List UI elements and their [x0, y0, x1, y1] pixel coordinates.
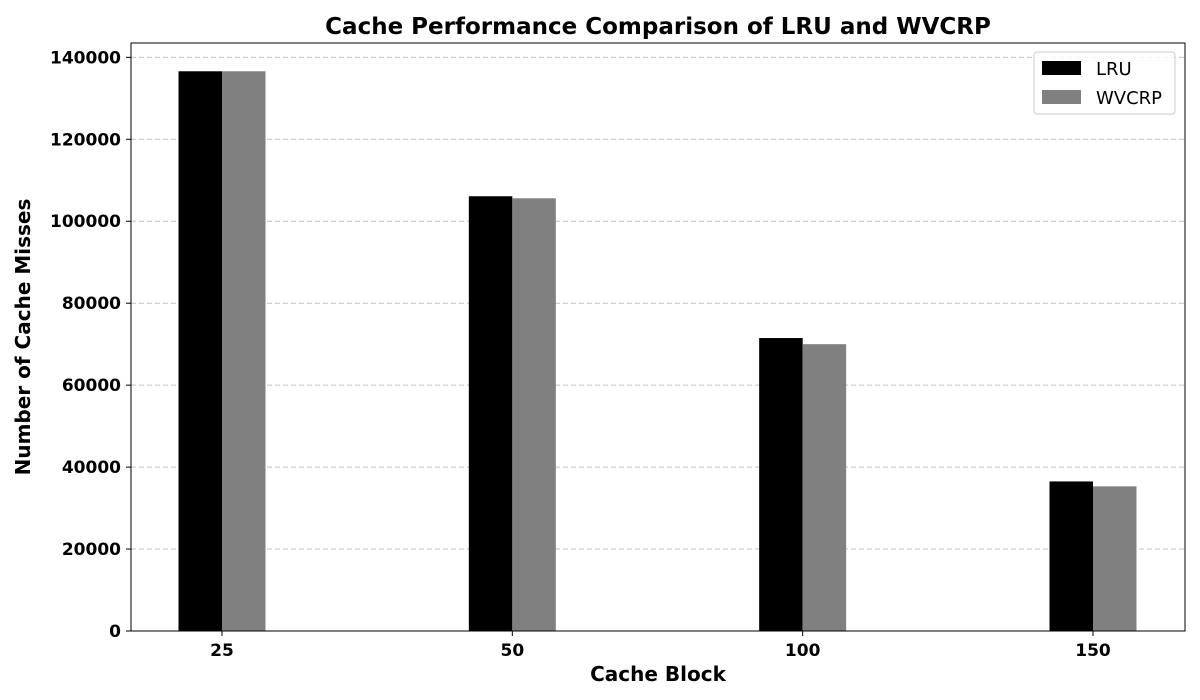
- chart-title: Cache Performance Comparison of LRU and …: [325, 14, 991, 40]
- y-tick-label: 140000: [50, 48, 121, 68]
- bar-lru-50: [468, 196, 513, 631]
- plot-frame: [130, 42, 1186, 632]
- y-tick-label: 60000: [62, 376, 121, 396]
- y-tick-label: 40000: [62, 458, 121, 478]
- legend: LRU WVCRP: [1033, 51, 1176, 115]
- bar-wvcrp-25: [222, 71, 266, 631]
- bar-wvcrp-50: [512, 198, 556, 632]
- legend-label-wvcrp: WVCRP: [1096, 88, 1162, 109]
- axis-ticks: 0 20000 40000 60000 80000 100000 120000 140000 2…: [50, 48, 1111, 661]
- x-tick-label: 25: [210, 641, 234, 661]
- y-tick-label: 100000: [50, 212, 121, 232]
- x-tick-label: 100: [785, 641, 821, 661]
- x-tick-label: 50: [500, 641, 524, 661]
- bars: [178, 71, 1137, 632]
- y-tick-label: 80000: [62, 294, 121, 314]
- x-axis-label: Cache Block: [590, 662, 726, 686]
- bar-lru-100: [759, 338, 803, 631]
- bar-wvcrp-150: [1093, 486, 1137, 631]
- bar-wvcrp-100: [802, 344, 847, 631]
- grid-lines: [131, 56, 1185, 550]
- x-tick-label: 150: [1075, 641, 1111, 661]
- y-tick-label: 20000: [62, 540, 121, 560]
- y-tick-label: 120000: [50, 130, 121, 150]
- bar-lru-150: [1049, 481, 1093, 631]
- bar-lru-25: [178, 71, 222, 631]
- y-tick-label: 0: [109, 622, 121, 642]
- legend-swatch-lru: [1042, 61, 1081, 75]
- y-axis-label: Number of Cache Misses: [11, 199, 35, 476]
- legend-label-lru: LRU: [1096, 59, 1132, 80]
- legend-swatch-wvcrp: [1042, 90, 1081, 104]
